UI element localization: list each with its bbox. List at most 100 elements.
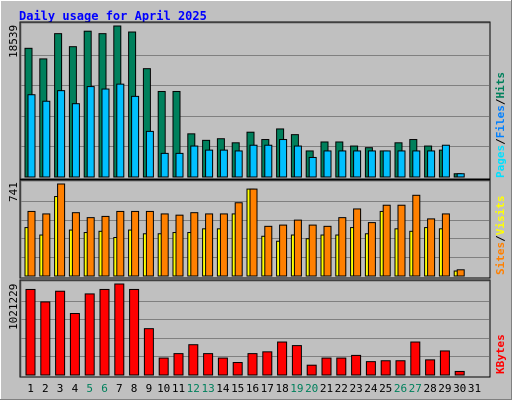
kbytes-bar-day-7 [114, 283, 125, 376]
y-max-label-kbytes: 1021229 [7, 284, 20, 330]
files-bar-day-24 [367, 150, 376, 178]
files-bar-day-11 [175, 152, 184, 178]
files-bar-day-9 [145, 130, 154, 178]
x-tick-label-day-6: 6 [101, 382, 108, 395]
x-tick-label-day-12: 12 [187, 382, 200, 395]
files-bar-day-18 [279, 139, 288, 178]
visits-bar-day-25 [382, 204, 391, 277]
visits-bar-day-6 [101, 215, 110, 277]
kbytes-bar-day-3 [55, 290, 66, 376]
legend-kbytes: KBytes [494, 334, 507, 374]
visits-bar-day-7 [116, 210, 125, 277]
visits-bar-day-11 [175, 214, 184, 277]
visits-bar-day-21 [323, 225, 332, 277]
x-tick-label-day-28: 28 [423, 382, 436, 395]
files-bar-day-1 [27, 94, 36, 178]
files-bar-day-3 [57, 90, 66, 178]
kbytes-bar-day-15 [232, 362, 243, 376]
kbytes-bar-day-23 [351, 354, 362, 376]
x-tick-label-day-3: 3 [57, 382, 64, 395]
visits-bar-day-26 [397, 204, 406, 277]
visits-bar-day-1 [27, 210, 36, 277]
files-bar-day-17 [264, 144, 273, 178]
x-tick-label-day-10: 10 [157, 382, 170, 395]
x-tick-label-day-23: 23 [349, 382, 362, 395]
kbytes-bar-day-29 [439, 350, 450, 376]
files-bar-day-6 [101, 88, 110, 178]
files-bar-day-13 [205, 149, 214, 178]
x-tick-label-day-18: 18 [275, 382, 288, 395]
visits-bar-day-8 [131, 210, 140, 277]
kbytes-bar-day-12 [188, 344, 199, 376]
x-tick-label-day-9: 9 [146, 382, 153, 395]
legend-sites: Sites [494, 242, 507, 275]
files-bar-day-14 [219, 149, 228, 178]
visits-bar-day-16 [249, 188, 258, 277]
legend-hits-panel: Pages/Files/Hits [494, 72, 507, 178]
visits-bar-day-9 [145, 210, 154, 277]
kbytes-bar-day-19 [291, 345, 302, 376]
files-bar-day-23 [353, 150, 362, 178]
visits-bar-day-20 [308, 224, 317, 277]
x-tick-label-day-29: 29 [438, 382, 451, 395]
x-tick-label-day-20: 20 [305, 382, 318, 395]
visits-bar-day-12 [190, 212, 199, 277]
x-tick-label-day-2: 2 [42, 382, 49, 395]
visits-bar-day-30 [456, 269, 465, 277]
kbytes-bar-day-13 [203, 353, 214, 376]
x-tick-label-day-31: 31 [468, 382, 481, 395]
visits-bar-day-29 [441, 213, 450, 277]
visits-bar-day-17 [264, 225, 273, 277]
visits-bar-day-2 [42, 213, 51, 277]
kbytes-bar-day-5 [84, 293, 95, 376]
kbytes-bar-day-6 [99, 288, 110, 376]
visits-bar-day-24 [367, 222, 376, 277]
kbytes-bar-day-26 [395, 360, 406, 376]
legend-pages: Pages [494, 145, 507, 178]
x-tick-label-day-30: 30 [453, 382, 466, 395]
legend-files: Files [494, 105, 507, 138]
files-bar-day-30 [456, 173, 465, 178]
x-tick-label-day-17: 17 [261, 382, 274, 395]
x-tick-label-day-1: 1 [27, 382, 34, 395]
files-bar-day-19 [293, 145, 302, 178]
chart-title: Daily usage for April 2025 [19, 9, 207, 23]
kbytes-bar-day-16 [247, 353, 258, 376]
visits-bar-day-19 [293, 219, 302, 277]
y-max-label-visits: 741 [7, 182, 20, 202]
files-bar-day-12 [190, 145, 199, 178]
legend-kbytes-panel: KBytes [494, 334, 507, 374]
kbytes-bar-day-22 [336, 357, 347, 376]
kbytes-bar-day-4 [69, 313, 80, 376]
x-tick-label-day-21: 21 [320, 382, 333, 395]
visits-bar-day-18 [279, 224, 288, 277]
x-tick-label-day-25: 25 [379, 382, 392, 395]
kbytes-bar-day-14 [217, 357, 228, 376]
files-bar-day-29 [441, 144, 450, 178]
x-tick-label-day-11: 11 [172, 382, 185, 395]
files-bar-day-20 [308, 156, 317, 178]
files-bar-day-2 [42, 100, 51, 178]
visits-bar-day-3 [57, 183, 66, 277]
files-bar-day-21 [323, 150, 332, 178]
visits-bar-day-27 [412, 194, 421, 277]
kbytes-bar-day-10 [158, 357, 169, 376]
visits-bar-day-22 [338, 217, 347, 277]
kbytes-bar-day-17 [262, 351, 273, 376]
visits-bar-day-14 [219, 213, 228, 277]
legend-hits: Hits [494, 72, 507, 99]
kbytes-bar-day-30 [454, 370, 465, 376]
x-tick-label-day-22: 22 [335, 382, 348, 395]
files-bar-day-10 [160, 152, 169, 178]
kbytes-bar-day-11 [173, 353, 184, 376]
visits-bar-day-4 [71, 212, 80, 277]
x-tick-label-day-5: 5 [86, 382, 93, 395]
x-tick-label-day-13: 13 [201, 382, 214, 395]
files-bar-day-15 [234, 150, 243, 178]
x-tick-label-day-7: 7 [116, 382, 123, 395]
x-tick-label-day-27: 27 [409, 382, 422, 395]
files-bar-day-22 [338, 150, 347, 178]
files-bar-day-7 [116, 83, 125, 178]
kbytes-bar-day-25 [380, 360, 391, 376]
